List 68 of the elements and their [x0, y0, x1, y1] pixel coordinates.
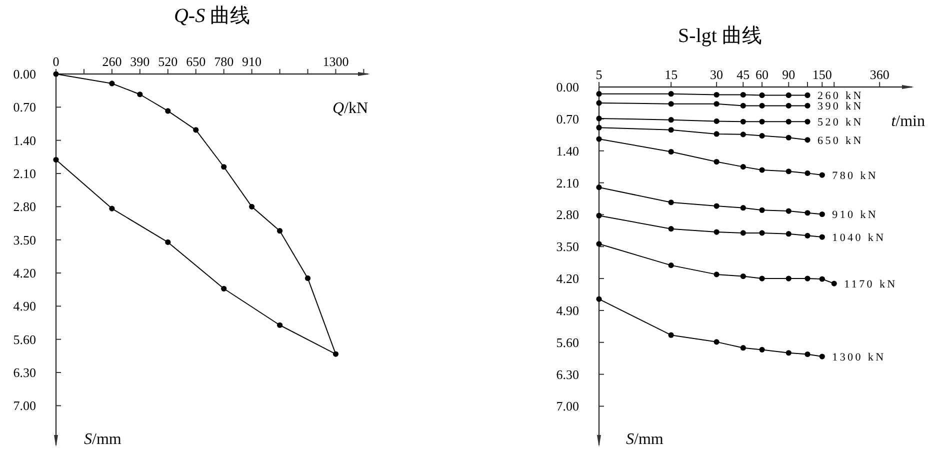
point — [109, 80, 115, 86]
x-tick-label: 45 — [736, 67, 750, 82]
y-tick-label: 5.60 — [556, 334, 579, 350]
series-label: 520 kN — [818, 116, 864, 129]
y-tick-label: 7.00 — [556, 398, 579, 414]
y-tick-label: 4.90 — [13, 298, 36, 314]
point — [53, 156, 59, 163]
point — [165, 108, 171, 114]
x-tick-label: 910 — [242, 54, 262, 69]
point — [165, 239, 171, 246]
y-tick-label: 5.60 — [13, 332, 36, 347]
point — [53, 71, 59, 77]
y-tick-label: 1.40 — [556, 143, 579, 158]
x-tick-label: 390 — [130, 54, 150, 69]
x-tick-label: 60 — [756, 67, 769, 82]
series-label: 390 kN — [818, 100, 864, 113]
y-tick-label: 0.00 — [13, 66, 36, 82]
y-tick-label: 4.20 — [13, 266, 36, 281]
x-tick-label: 650 — [186, 54, 206, 69]
series-label: 1300 kN — [832, 352, 886, 364]
point — [276, 228, 283, 234]
series-label: 1040 kN — [832, 232, 886, 244]
x-tick-label: 5 — [596, 67, 602, 82]
point — [221, 286, 227, 292]
point — [137, 92, 143, 98]
x-tick-label: 0 — [52, 54, 60, 69]
y-tick-label: 4.90 — [556, 302, 579, 318]
y-tick-label: 3.50 — [556, 239, 579, 254]
y-tick-label: 2.10 — [556, 175, 579, 190]
point — [249, 204, 255, 210]
series-label: 910 kN — [832, 209, 878, 222]
x-tick-label: 150 — [812, 67, 832, 82]
x-tick-label: 520 — [158, 54, 178, 69]
y-axis-title: S/mm — [84, 431, 122, 448]
chart-title: Q-S 曲线 — [174, 5, 250, 27]
x-tick-label: 1300 — [322, 54, 349, 69]
y-tick-label: 6.30 — [13, 365, 36, 380]
y-tick-label: 7.00 — [13, 398, 36, 414]
point — [109, 206, 115, 212]
series-label: 650 kN — [818, 134, 864, 147]
point — [193, 127, 199, 133]
x-tick-label: 90 — [782, 67, 796, 82]
y-axis-title: S/mm — [626, 431, 664, 448]
y-tick-label: 2.80 — [556, 207, 579, 222]
x-tick-label: 260 — [102, 54, 122, 69]
x-tick-label: 15 — [664, 67, 678, 82]
point — [304, 275, 311, 282]
y-tick-label: 3.50 — [13, 232, 36, 248]
x-tick-label: 780 — [214, 54, 234, 69]
y-tick-label: 2.80 — [13, 199, 36, 214]
y-tick-label: 0.00 — [556, 80, 579, 94]
y-tick-label: 1.40 — [13, 132, 36, 148]
point — [221, 164, 227, 170]
y-tick-label: 0.70 — [13, 100, 36, 115]
series-label: 260 kN — [818, 90, 864, 102]
y-tick-label: 4.20 — [556, 271, 579, 286]
series-label: 1170 kN — [844, 278, 898, 291]
chart-title: S-lgt 曲线 — [678, 25, 762, 47]
x-tick-label: 30 — [710, 67, 724, 82]
y-tick-label: 0.70 — [556, 111, 579, 126]
y-tick-label: 6.30 — [556, 366, 579, 382]
y-tick-label: 2.10 — [13, 166, 36, 181]
point — [276, 322, 283, 328]
point — [332, 351, 339, 357]
x-axis-title: t/min — [891, 113, 925, 130]
x-axis-title: Q/kN — [332, 100, 368, 117]
series-label: 780 kN — [832, 170, 878, 182]
x-tick-label: 360 — [870, 67, 890, 82]
